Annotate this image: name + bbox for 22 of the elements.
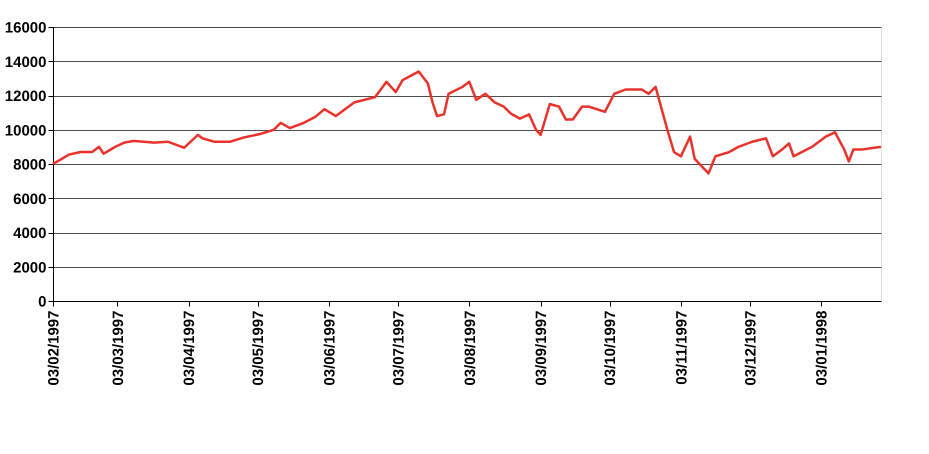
x-tick-label: 03/03/1997 [110, 310, 127, 386]
x-tick-label: 03/08/1997 [462, 310, 479, 386]
y-tick-label: 8000 [13, 156, 46, 174]
x-tick-label: 03/07/1997 [390, 310, 408, 386]
x-tick-label: 03/02/1997 [46, 310, 62, 386]
x-tick-label: 03/12/1997 [742, 310, 760, 386]
line-series [52, 70, 882, 175]
y-tick-label: 10000 [4, 122, 46, 140]
x-tick-label: 03/05/1997 [250, 310, 268, 386]
y-tick-label: 12000 [4, 88, 46, 105]
y-tick-label: 0 [38, 294, 46, 310]
x-tick-label: 03/11/1997 [673, 310, 690, 385]
x-tick-label: 03/09/1997 [533, 310, 550, 386]
x-tick-label: 03/04/1997 [181, 310, 198, 386]
x-tick-label: 03/10/1997 [602, 310, 620, 386]
x-tick-label: 03/06/1997 [322, 310, 338, 386]
x-tick-label: 03/01/1998 [814, 310, 831, 386]
y-tick-label: 16000 [4, 20, 46, 36]
y-tick-label: 14000 [4, 54, 46, 71]
y-tick-label: 4000 [13, 225, 46, 242]
y-tick-label: 6000 [13, 190, 46, 208]
y-tick-label: 2000 [13, 259, 46, 276]
